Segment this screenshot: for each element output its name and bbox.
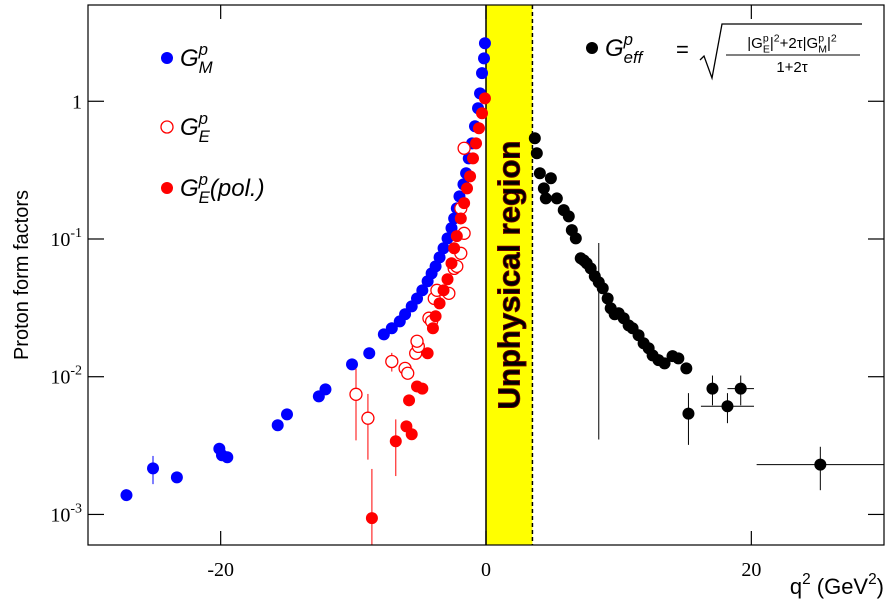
data-point [365, 512, 378, 525]
data-point [437, 242, 450, 255]
data-point [680, 362, 693, 375]
legend-label: Gp E [180, 109, 211, 146]
sqrt-sign [699, 23, 862, 81]
data-point [433, 251, 446, 264]
legend-marker [586, 42, 598, 54]
axes-layer: -20 0 20 10-3 10-2 10-1 1 Proton form factors q2… [11, 5, 884, 599]
x-tick-label: 0 [481, 559, 491, 581]
data-point [416, 382, 429, 395]
data-point [429, 310, 442, 323]
band-label: Unphysical region [492, 141, 527, 410]
data-point [539, 192, 552, 205]
data-point [461, 182, 474, 195]
data-point [472, 122, 485, 135]
data-point [389, 435, 402, 448]
legend-marker [160, 120, 174, 134]
data-point [363, 347, 376, 360]
y-tick-label: 10-1 [50, 226, 82, 251]
data-point [319, 383, 332, 396]
data-point [658, 357, 671, 370]
data-point [170, 471, 183, 484]
data-layer [120, 37, 884, 545]
data-point [544, 172, 557, 185]
data-point [281, 408, 293, 421]
data-point [399, 308, 412, 321]
y-tick-label: 10-3 [50, 501, 82, 526]
data-point [470, 137, 483, 150]
data-point [672, 352, 685, 365]
data-point [349, 387, 363, 401]
legend-label: Gp E(pol.) [180, 170, 265, 207]
data-point [562, 210, 575, 223]
x-axis-label: q2 (GeV2) [790, 571, 884, 599]
data-point [550, 192, 563, 205]
data-point [429, 260, 442, 273]
data-point [221, 451, 234, 464]
data-point [478, 52, 491, 65]
data-point [569, 232, 582, 245]
data-point [596, 282, 609, 295]
data-point [385, 354, 399, 369]
data-point [441, 232, 454, 245]
y-axis-label: Proton form factors [11, 190, 33, 360]
data-point [120, 489, 133, 502]
data-point [385, 322, 398, 335]
formula-equals: = [676, 37, 689, 62]
legend-marker [161, 52, 173, 64]
x-tick-label: 20 [741, 559, 761, 581]
data-point [401, 366, 415, 380]
data-point [601, 292, 614, 305]
data-point [537, 182, 550, 195]
x-tick-label: -20 [207, 559, 234, 581]
data-point [433, 297, 446, 310]
data-point [410, 334, 424, 348]
data-point [682, 407, 695, 420]
data-point [734, 382, 747, 395]
legend-label: Gp M [180, 40, 213, 77]
y-tick-label: 10-2 [50, 364, 82, 389]
data-point [476, 107, 489, 120]
data-point [421, 347, 434, 360]
data-point [528, 132, 541, 145]
data-point [457, 141, 471, 155]
data-point [706, 382, 719, 395]
data-point [437, 284, 450, 297]
data-point [147, 462, 160, 475]
legend-marker [161, 182, 173, 194]
formula-denominator: 1+2τ [776, 59, 807, 76]
data-point [361, 411, 375, 425]
data-point [530, 147, 543, 160]
data-point [403, 394, 416, 407]
unphysical-band [486, 5, 533, 545]
data-point [416, 284, 429, 297]
data-point [533, 167, 546, 180]
data-point [426, 322, 439, 335]
data-point [346, 358, 359, 371]
data-point [478, 37, 491, 50]
data-point [478, 92, 491, 105]
data-point [445, 257, 458, 270]
data-point [814, 458, 827, 471]
data-point [476, 67, 489, 80]
data-point [454, 212, 467, 225]
data-point [466, 152, 479, 165]
data-point [721, 400, 734, 413]
y-tick-label: 1 [72, 91, 82, 113]
data-point [464, 170, 477, 183]
data-point [450, 230, 463, 243]
data-point [458, 197, 471, 210]
data-point [441, 273, 454, 286]
data-point [271, 419, 284, 432]
formula-numerator: |Gp E|2+2τ|Gp M|2 [747, 32, 837, 55]
band-layer: Unphysical region [485, 5, 534, 545]
data-point [405, 428, 418, 441]
legend-label: Gp eff [605, 30, 645, 67]
data-point [448, 242, 461, 255]
